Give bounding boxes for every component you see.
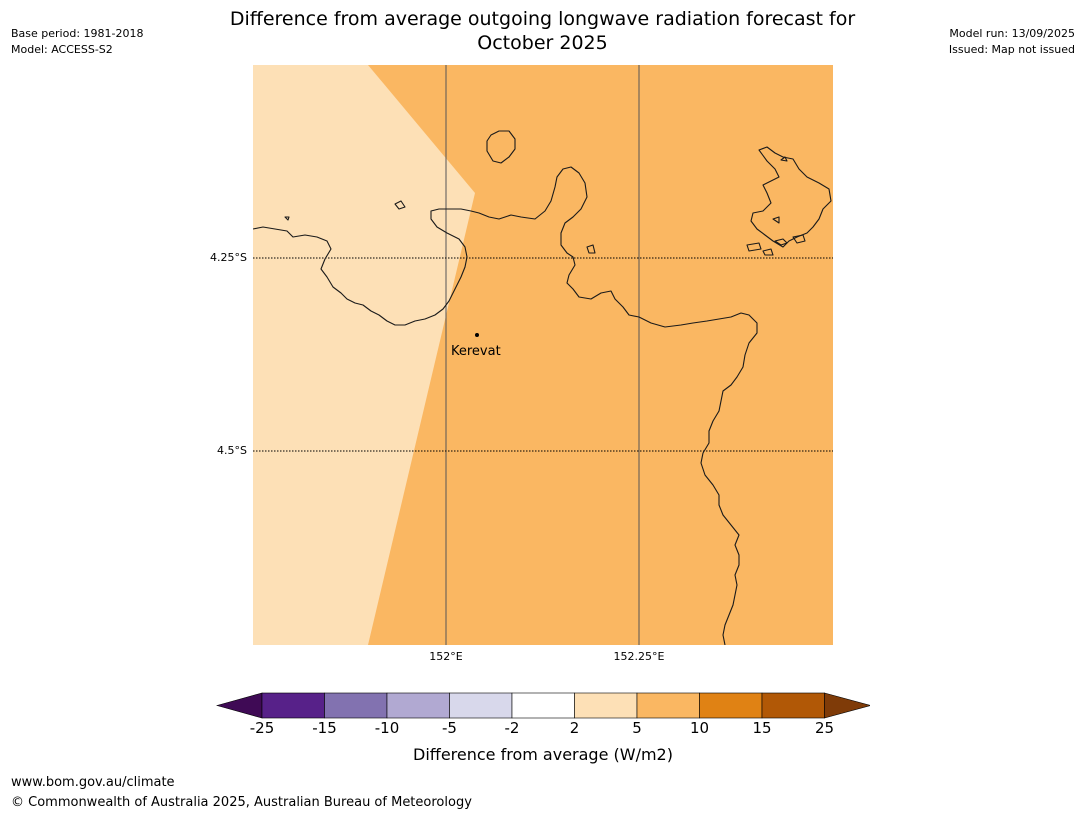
colorbar-segment--25-to--15 [261,692,325,719]
issued-text: Issued: Map not issued [948,43,1075,56]
meta-left: Base period: 1981-2018 Model: ACCESS-S2 [11,26,143,58]
colorbar-segment-15-to-25 [761,692,825,719]
base-period-text: Base period: 1981-2018 [11,27,144,40]
lon-label-152-25: 152.25°E [613,650,665,663]
map-area: Kerevat [253,65,833,645]
colorbar-tick-label: -2 [504,719,520,737]
map-title: Difference from average outgoing longwav… [170,7,915,55]
lat-label-4-25: 4.25°S [210,251,247,264]
anomaly-band-2-5 [253,65,475,645]
map-svg: Kerevat [253,65,833,645]
colorbar-segment--5-to--2 [449,692,513,719]
colorbar-label: Difference from average (W/m2) [413,745,673,764]
footer-copyright: © Commonwealth of Australia 2025, Austra… [11,795,472,810]
colorbar-tick-label: 25 [814,719,835,737]
lon-label-152: 152°E [429,650,463,663]
meta-right: Model run: 13/09/2025 Issued: Map not is… [949,26,1075,58]
title-line-1: Difference from average outgoing longwav… [229,8,856,30]
colorbar-tick-label: -15 [312,719,337,737]
model-text: Model: ACCESS-S2 [11,43,113,56]
colorbar-tick-label: 10 [689,719,710,737]
colorbar-segment--2-to-2 [511,692,575,719]
colorbar-arrow-high [824,692,870,719]
colorbar-arrow-low [216,692,263,719]
colorbar-segment--10-to--5 [386,692,450,719]
footer-url: www.bom.gov.au/climate [11,775,175,790]
colorbar-tick-label: 15 [752,719,772,737]
colorbar-tick-label: -5 [442,719,457,737]
model-run-text: Model run: 13/09/2025 [949,27,1075,40]
kerevat-marker [475,333,479,337]
coastline [253,130,832,645]
title-line-2: October 2025 [477,32,608,54]
colorbar-tick-label: 2 [569,719,580,737]
colorbar-segment-10-to-15 [699,692,763,719]
colorbar-tick-label: -25 [249,719,275,737]
colorbar-segment--15-to--10 [324,692,388,719]
colorbar-tick-label: 5 [632,719,642,737]
lat-label-4-5: 4.5°S [217,444,247,457]
place-label-kerevat: Kerevat [451,344,501,359]
colorbar-tick-label: -10 [374,719,400,737]
colorbar [216,692,870,719]
colorbar-segment-2-to-5 [574,692,638,719]
colorbar-segment-5-to-10 [636,692,700,719]
